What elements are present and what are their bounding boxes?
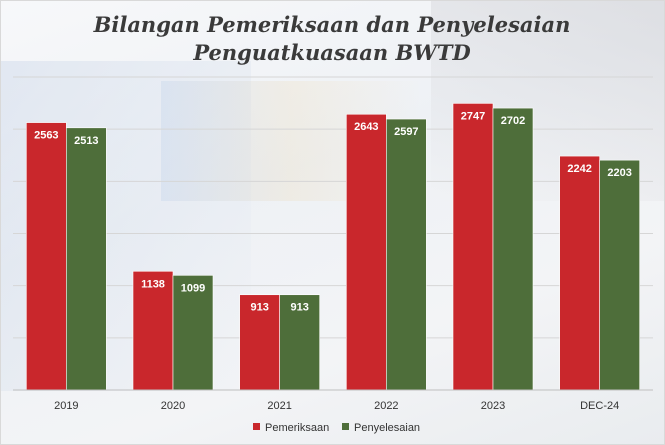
chart-title-line-1: Bilangan Pemeriksaan dan Penyelesaian	[93, 12, 571, 37]
data-label-pemeriksaan-2020: 1138	[141, 278, 165, 290]
bar-pemeriksaan-dec-24	[559, 155, 600, 391]
data-label-penyelesaian-2020: 1099	[181, 282, 205, 294]
gridlines	[13, 76, 653, 339]
data-label-pemeriksaan-2019: 2563	[34, 130, 58, 142]
x-tick-label: 2023	[481, 400, 505, 412]
data-label-pemeriksaan-2021: 913	[250, 302, 268, 314]
chart-title-line-2: Penguatkuasaan BWTD	[192, 40, 471, 65]
x-tick-label: 2020	[161, 400, 185, 412]
bars	[26, 103, 640, 391]
data-label-penyelesaian-2019: 2513	[74, 135, 98, 147]
bar-penyelesaian-dec-24	[599, 159, 640, 391]
bar-pemeriksaan-2022	[346, 113, 387, 391]
x-tick-label: 2022	[374, 400, 398, 412]
bar-penyelesaian-2021	[279, 294, 320, 391]
data-label-pemeriksaan-2023: 2747	[461, 110, 485, 122]
data-label-pemeriksaan-2022: 2643	[354, 121, 378, 133]
bar-penyelesaian-2023	[492, 107, 534, 391]
x-tick-labels: 2019 2020 2021 2022 2023 DEC-24	[54, 400, 619, 412]
legend-swatch-pemeriksaan	[253, 423, 260, 430]
legend-swatch-penyelesaian	[342, 423, 349, 430]
legend-label-pemeriksaan: Pemeriksaan	[265, 422, 329, 434]
bar-penyelesaian-2019	[66, 127, 107, 391]
bar-penyelesaian-2020	[172, 275, 214, 391]
x-tick-label: 2019	[54, 400, 78, 412]
data-label-pemeriksaan-dec-24: 2242	[567, 163, 591, 175]
bar-pemeriksaan-2020	[132, 270, 174, 391]
data-label-penyelesaian-2022: 2597	[394, 126, 418, 138]
bar-pemeriksaan-2019	[26, 122, 67, 391]
legend: Pemeriksaan Penyelesaian	[253, 422, 420, 434]
bar-pemeriksaan-2023	[452, 103, 494, 391]
bar-pemeriksaan-2021	[239, 294, 280, 391]
bar-penyelesaian-2022	[386, 118, 427, 391]
x-tick-label: 2021	[267, 400, 291, 412]
data-label-penyelesaian-2023: 2702	[501, 115, 525, 127]
data-label-penyelesaian-2021: 913	[290, 302, 308, 314]
data-label-penyelesaian-dec-24: 2203	[607, 167, 631, 179]
data-labels: 2563 2513 1138 1099 913 913 2643 2597 2747 2702 22…	[34, 110, 632, 313]
legend-label-penyelesaian: Penyelesaian	[354, 422, 420, 434]
x-tick-label: DEC-24	[580, 400, 619, 412]
